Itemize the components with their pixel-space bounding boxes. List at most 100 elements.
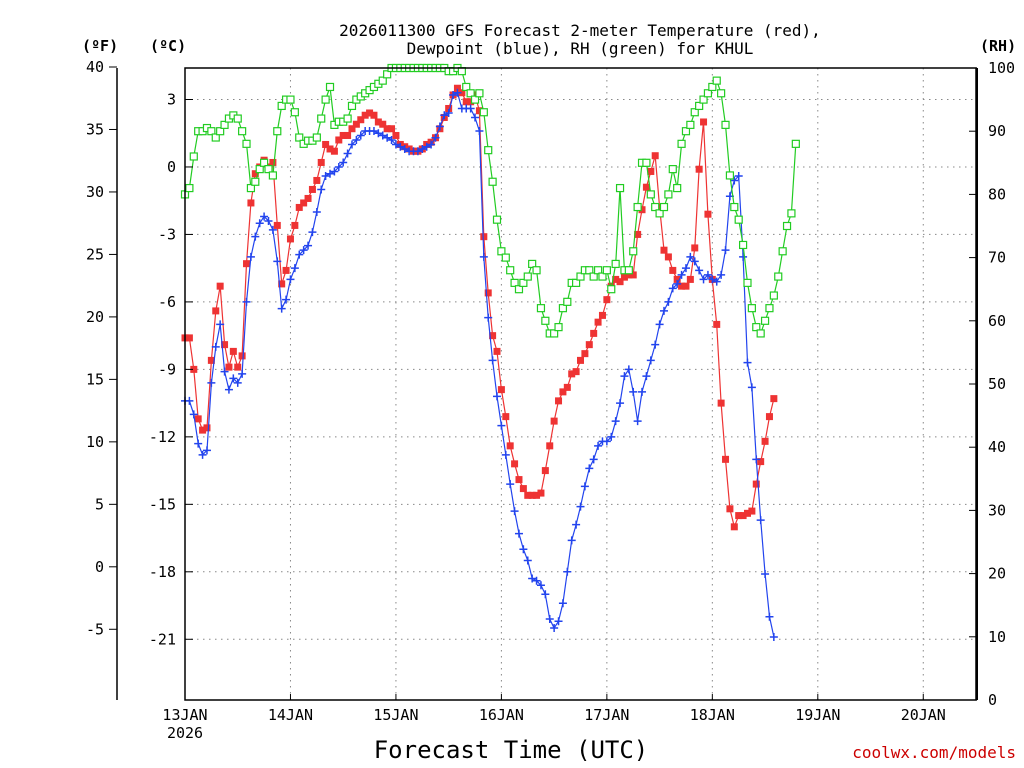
dewpoint-point [629,387,638,396]
dewpoint-point [756,516,765,525]
fahrenheit-tick-label: 25 [86,245,104,263]
dewpoint-point [752,455,761,464]
x-tick-year-label: 2026 [167,724,203,742]
relative-humidity-point [492,215,502,224]
dewpoint-point [699,275,708,284]
dewpoint-point [475,126,484,135]
dewpoint-point [207,378,216,387]
relative-humidity-point [273,127,282,136]
dewpoint-point [616,399,625,408]
dewpoint-point [343,149,352,158]
dewpoint-point [427,140,436,149]
dewpoint-point [558,599,567,608]
dewpoint-point [721,246,730,255]
celsius-tick-label: -6 [158,293,176,311]
dewpoint-point [572,520,581,529]
dewpoint-point [290,264,299,273]
relative-humidity-point [673,183,682,193]
dewpoint-point [304,241,313,250]
dewpoint-point [211,342,220,351]
dewpoint-point [523,556,532,565]
dewpoint-point [444,108,453,117]
dewpoint-point [761,570,770,579]
2-meter-temperature-series [181,84,778,531]
dewpoint-point [620,372,629,381]
dewpoint-point [576,502,585,511]
dewpoint-point [383,133,392,142]
x-tick-label: 16JAN [479,706,524,724]
dewpoint-point [686,252,695,261]
dewpoint-point [449,90,458,99]
dewpoint-point [717,270,726,279]
relative-humidity-point [695,101,704,111]
2-meter-temperature-point [383,125,391,133]
relative-humidity-point [290,108,299,117]
dewpoint-point [282,295,291,304]
2-meter-temperature-point [273,221,281,229]
dewpoint-point [497,421,506,430]
relative-humidity-point [255,165,264,174]
rh-tick-label: 100 [988,59,1015,77]
relative-humidity-point [312,133,321,142]
fahrenheit-unit-label: (ºF) [82,37,118,55]
relative-humidity-point [624,266,633,275]
rh-tick-label: 0 [988,691,997,709]
2-meter-temperature-point [313,176,321,184]
relative-humidity-point [470,95,480,104]
dewpoint-point [374,129,383,138]
2-meter-temperature-point [453,84,461,92]
2-meter-temperature-point [735,512,743,520]
dewpoint-point [580,482,589,491]
2-meter-temperature-point [765,413,773,421]
dewpoint-point [453,88,462,97]
dewpoint-point [659,306,668,315]
2-meter-temperature-point [642,183,650,191]
relative-humidity-point [787,209,796,218]
2-meter-temperature-point [370,111,378,119]
relative-humidity-point [484,146,493,155]
dewpoint-point [651,340,660,349]
relative-humidity-point [629,247,638,256]
2-meter-temperature-point [190,365,198,373]
celsius-tick-label: 0 [167,158,176,176]
2-meter-temperature-point [392,131,400,139]
2-meter-temperature-point [251,170,259,178]
2-meter-temperature-point [282,266,290,274]
2-meter-temperature-point [537,489,545,497]
relative-humidity-point [747,304,756,313]
relative-humidity-point [664,190,673,199]
relative-humidity-point [497,247,506,256]
2-meter-temperature-point [704,210,712,218]
rh-tick-label: 70 [988,249,1006,267]
2-meter-temperature-point [502,413,510,421]
2-meter-temperature-point [519,485,527,493]
2-meter-temperature-point [300,199,308,207]
fahrenheit-tick-label: -5 [86,620,104,638]
relative-humidity-point [743,278,752,287]
2-meter-temperature-point [185,334,193,342]
2-meter-temperature-point [700,118,708,126]
relative-humidity-point [220,120,229,129]
x-tick-label: 15JAN [373,706,418,724]
2-meter-temperature-point [471,91,479,99]
2-meter-temperature-point [726,505,734,513]
dewpoint-point [532,576,541,585]
relative-humidity-point [325,82,335,92]
2-meter-temperature-point [234,363,242,371]
2-meter-temperature-point [660,246,668,254]
2-meter-temperature-point [348,125,356,133]
dewpoint-series [181,88,778,642]
dewpoint-point [646,356,655,365]
dewpoint-point [664,297,673,306]
relative-humidity-point [268,171,277,180]
relative-humidity-point [479,108,488,117]
2-meter-temperature-point [216,282,224,290]
2-meter-temperature-point [497,386,505,394]
relative-humidity-point [347,101,357,111]
relative-humidity-point [506,266,515,275]
relative-humidity-point [295,133,304,142]
fahrenheit-tick-label: 10 [86,433,104,451]
relative-humidity-point [769,291,778,300]
dewpoint-point [242,297,251,306]
2-meter-temperature-point [647,167,655,175]
